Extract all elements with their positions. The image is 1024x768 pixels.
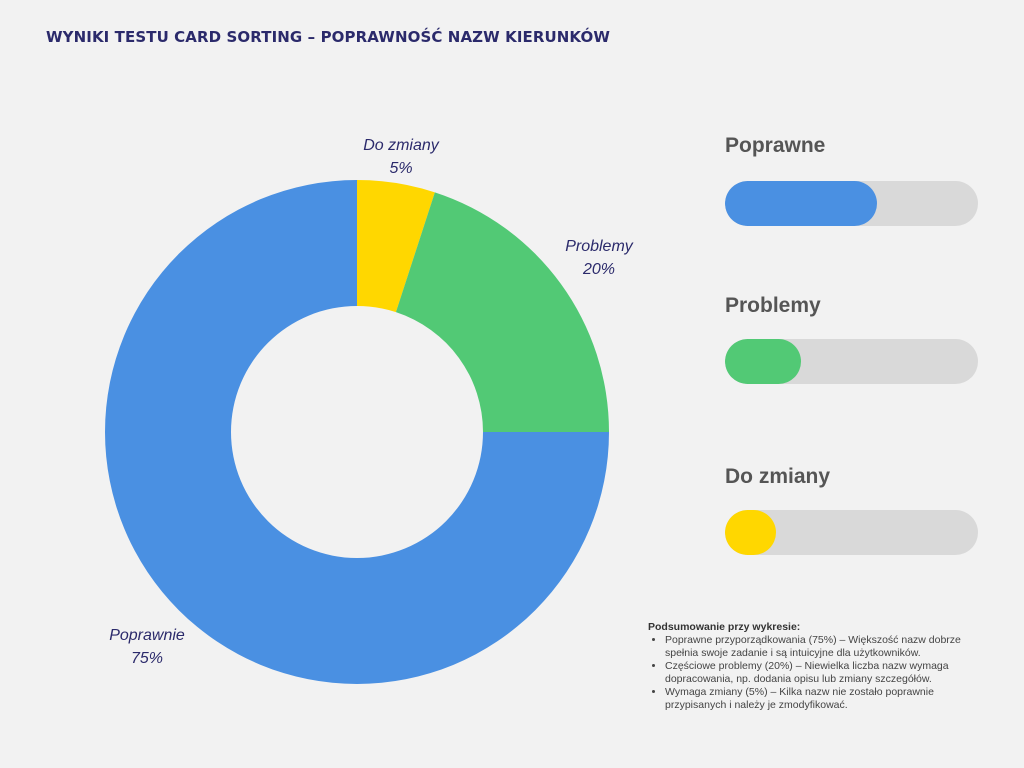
summary-title: Podsumowanie przy wykresie: — [648, 621, 801, 633]
progress-fill-do-zmiany — [725, 510, 776, 555]
progress-track-poprawne — [725, 181, 978, 226]
progress-track-do-zmiany — [725, 510, 978, 555]
progress-fill-poprawne — [725, 181, 877, 226]
donut-slice-do-zmiany — [357, 180, 435, 313]
slice-label-name: Do zmiany — [363, 137, 440, 154]
slice-label-value: 20% — [582, 261, 615, 278]
legend-label-do-zmiany: Do zmiany — [725, 465, 831, 488]
chart-title: WYNIKI TESTU CARD SORTING – POPRAWNOŚĆ N… — [46, 28, 610, 46]
donut-slice-poprawne — [105, 180, 609, 684]
summary-item: Poprawne przyporządkowania (75%) – Więks… — [665, 634, 978, 660]
slice-label-name: Poprawnie — [109, 627, 185, 644]
summary-item: Częściowe problemy (20%) – Niewielka lic… — [665, 660, 978, 686]
legend-label-problemy: Problemy — [725, 294, 821, 317]
donut-slice-problemy — [395, 192, 609, 432]
progress-fill-problemy — [725, 339, 801, 384]
slice-label-value: 5% — [389, 160, 412, 177]
slice-label-name: Problemy — [565, 238, 634, 255]
slice-label-value: 75% — [131, 650, 163, 667]
legend-label-poprawne: Poprawne — [725, 134, 826, 157]
progress-track-problemy — [725, 339, 978, 384]
summary-note: Podsumowanie przy wykresie: Poprawne prz… — [648, 621, 978, 712]
summary-item: Wymaga zmiany (5%) – Kilka nazw nie zost… — [665, 686, 978, 712]
summary-list: Poprawne przyporządkowania (75%) – Więks… — [648, 634, 978, 712]
